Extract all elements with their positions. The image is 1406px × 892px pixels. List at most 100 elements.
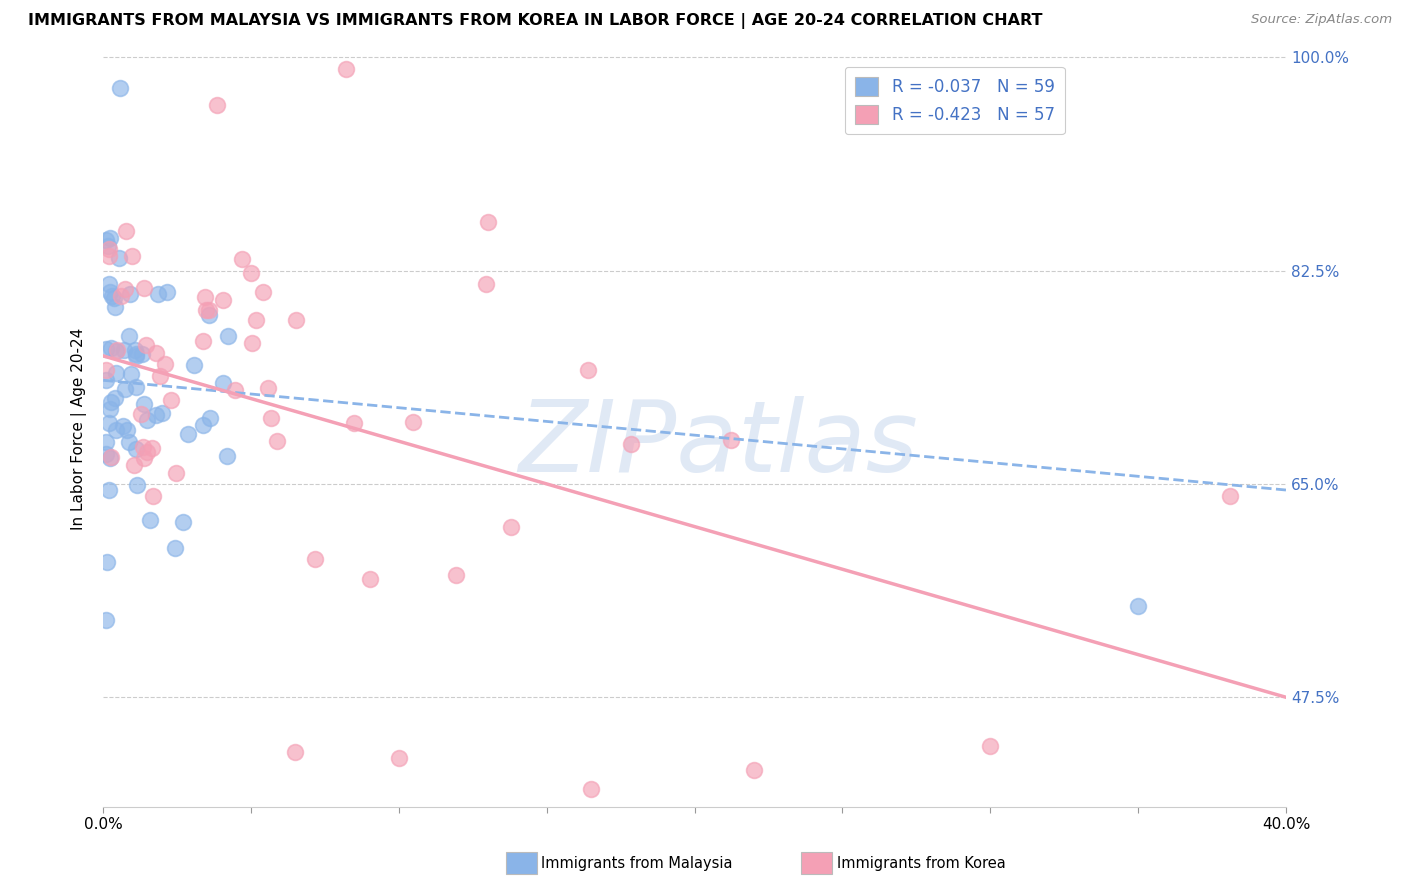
Point [96, 555, 118, 569]
Point [205, 98, 228, 112]
Point [96, 373, 118, 387]
Point [720, 433, 742, 447]
Point [141, 441, 163, 455]
Point [121, 249, 143, 263]
Point [240, 336, 263, 351]
Point [245, 312, 267, 326]
Point [343, 416, 366, 430]
Point [132, 281, 155, 295]
Point [217, 449, 239, 463]
Point [105, 343, 128, 358]
Point [100, 450, 122, 464]
Point [155, 285, 177, 299]
Point [108, 251, 131, 265]
Point [100, 285, 122, 300]
Point [120, 367, 142, 381]
Point [132, 441, 155, 455]
Text: Immigrants from Korea: Immigrants from Korea [837, 855, 1005, 871]
Point [114, 382, 136, 396]
Point [118, 434, 141, 449]
Point [195, 302, 218, 317]
Point [131, 347, 153, 361]
Point [97, 242, 120, 256]
Point [96, 342, 118, 356]
Point [124, 343, 146, 358]
Y-axis label: In Labor Force | Age 20-24: In Labor Force | Age 20-24 [72, 328, 87, 530]
Point [108, 80, 131, 95]
Point [146, 286, 169, 301]
Point [114, 282, 136, 296]
Point [335, 62, 357, 77]
Point [212, 293, 235, 307]
Point [100, 402, 122, 417]
Point [124, 442, 146, 456]
Point [103, 291, 125, 305]
Text: ZIPatlas: ZIPatlas [519, 396, 918, 492]
Point [1219, 489, 1241, 503]
Point [115, 224, 138, 238]
Point [122, 458, 145, 472]
Point [112, 419, 135, 434]
Point [163, 541, 186, 555]
Point [98, 416, 121, 430]
Point [198, 410, 221, 425]
Point [211, 376, 233, 391]
Point [98, 249, 121, 263]
Point [579, 781, 602, 796]
Point [125, 477, 148, 491]
Point [1126, 599, 1149, 613]
Point [100, 395, 122, 409]
Point [125, 347, 148, 361]
Point [124, 349, 146, 363]
Point [224, 383, 246, 397]
Point [145, 408, 167, 422]
Point [105, 423, 128, 437]
Point [198, 302, 221, 317]
Point [153, 357, 176, 371]
Point [105, 344, 128, 359]
Point [117, 423, 139, 437]
Point [98, 450, 121, 465]
Text: Source: ZipAtlas.com: Source: ZipAtlas.com [1251, 13, 1392, 27]
Point [96, 448, 118, 462]
Point [191, 334, 214, 348]
Point [359, 572, 381, 586]
Point [98, 231, 121, 245]
Point [96, 362, 118, 376]
Point [257, 381, 280, 395]
Point [979, 739, 1001, 753]
Point [104, 300, 127, 314]
Point [231, 252, 253, 266]
Point [98, 277, 121, 292]
Point [129, 407, 152, 421]
Point [446, 568, 468, 582]
Point [139, 513, 162, 527]
Point [501, 520, 523, 534]
Point [142, 489, 165, 503]
Text: Immigrants from Malaysia: Immigrants from Malaysia [541, 855, 733, 871]
Point [620, 437, 643, 451]
Point [97, 483, 120, 498]
Point [100, 289, 122, 303]
Point [104, 392, 127, 406]
Point [304, 552, 326, 566]
Point [194, 290, 217, 304]
Point [284, 745, 307, 759]
Point [96, 435, 118, 450]
Point [240, 266, 263, 280]
Point [149, 369, 172, 384]
Point [259, 411, 281, 425]
Point [402, 415, 425, 429]
Text: IMMIGRANTS FROM MALAYSIA VS IMMIGRANTS FROM KOREA IN LABOR FORCE | AGE 20-24 COR: IMMIGRANTS FROM MALAYSIA VS IMMIGRANTS F… [28, 13, 1043, 29]
Point [388, 751, 411, 765]
Point [110, 289, 132, 303]
Point [97, 238, 120, 252]
Point [132, 397, 155, 411]
Point [177, 427, 200, 442]
Point [474, 277, 496, 291]
Point [284, 313, 307, 327]
Point [191, 418, 214, 433]
Point [118, 328, 141, 343]
Point [118, 286, 141, 301]
Point [160, 393, 183, 408]
